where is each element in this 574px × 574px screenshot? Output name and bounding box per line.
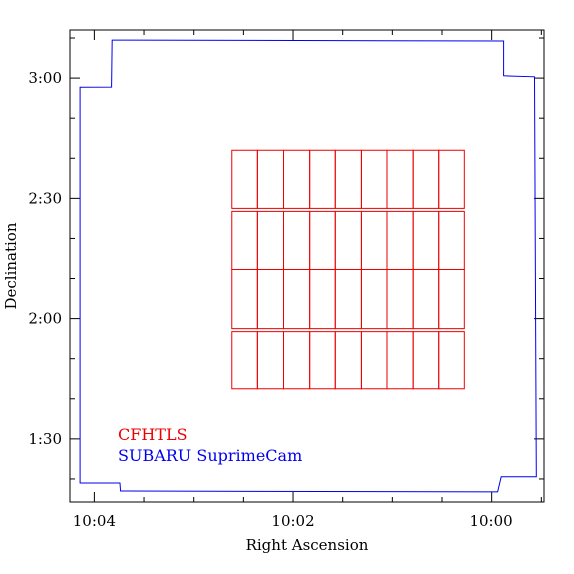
cfhtls-ccd: [360, 331, 388, 390]
x-tick-label: 10:04: [73, 512, 116, 530]
y-tick-label: 3:00: [28, 69, 62, 87]
cfhtls-ccd: [360, 149, 388, 209]
cfhtls-ccd: [231, 268, 258, 330]
cfhtls-ccd: [231, 149, 258, 209]
cfhtls-ccd: [334, 268, 362, 330]
cfhtls-ccd: [334, 149, 362, 209]
legend-subaru: SUBARU SuprimeCam: [118, 446, 302, 465]
x-tick-label: 10:00: [469, 512, 512, 530]
cfhtls-ccd: [386, 268, 414, 330]
cfhtls-ccd: [334, 210, 362, 270]
cfhtls-ccd: [283, 268, 311, 330]
axis-ticks: [70, 30, 544, 502]
cfhtls-ccd: [438, 149, 465, 209]
plot-frame: [69, 29, 545, 503]
cfhtls-ccd: [386, 331, 414, 390]
subaru-footprint: [79, 39, 537, 493]
legend: CFHTLS SUBARU SuprimeCam: [118, 425, 302, 465]
y-axis-label: Declination: [2, 222, 20, 309]
cfhtls-ccd: [412, 210, 440, 270]
series-layer: [79, 39, 537, 493]
cfhtls-ccd: [283, 149, 311, 209]
cfhtls-ccd: [412, 149, 440, 209]
x-tick-label: 10:02: [271, 512, 314, 530]
cfhtls-ccd: [309, 210, 336, 270]
cfhtls-ccd: [438, 268, 465, 330]
cfhtls-ccd: [334, 331, 362, 390]
cfhtls-ccd: [231, 210, 258, 270]
cfhtls-ccd: [438, 210, 465, 270]
cfhtls-ccd: [386, 149, 414, 209]
cfhtls-ccd: [438, 331, 465, 390]
cfhtls-ccd: [231, 331, 258, 390]
y-tick-label: 2:00: [28, 310, 62, 328]
cfhtls-ccd: [360, 210, 388, 270]
cfhtls-ccd: [309, 149, 336, 209]
cfhtls-ccd: [309, 331, 336, 390]
cfhtls-ccd: [283, 210, 311, 270]
cfhtls-ccd: [256, 210, 285, 270]
cfhtls-ccd: [256, 331, 285, 390]
cfhtls-ccd: [283, 331, 311, 390]
cfhtls-ccd: [256, 268, 285, 330]
cfhtls-ccd: [360, 268, 388, 330]
legend-cfhtls: CFHTLS: [118, 425, 188, 444]
cfhtls-ccd: [386, 210, 414, 270]
y-tick-label: 1:30: [28, 430, 62, 448]
cfhtls-ccd: [256, 149, 285, 209]
cfhtls-ccd: [412, 268, 440, 330]
x-axis-label: Right Ascension: [246, 536, 369, 554]
cfhtls-ccd: [309, 268, 336, 330]
y-tick-label: 2:30: [28, 189, 62, 207]
cfhtls-ccd: [412, 331, 440, 390]
